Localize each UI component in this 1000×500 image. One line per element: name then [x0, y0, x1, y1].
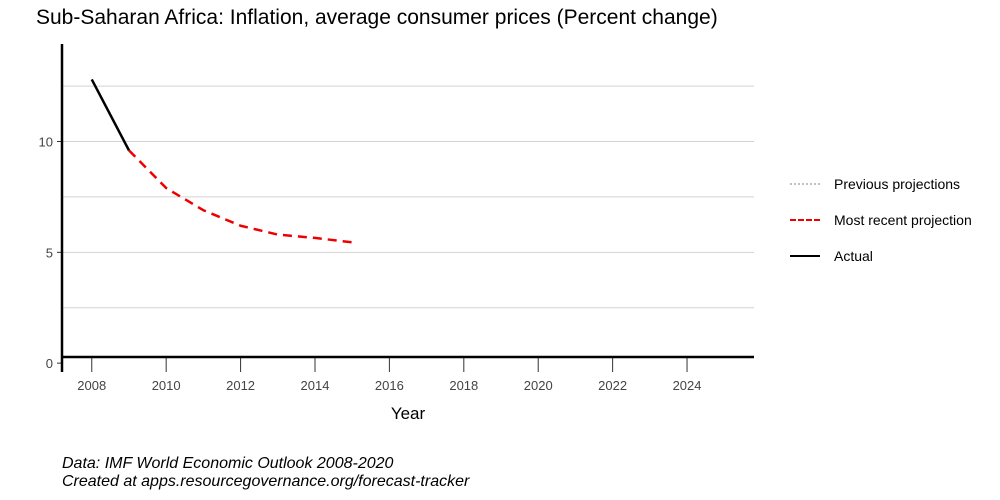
x-tick-label-2020: 2020	[524, 378, 553, 393]
y-tick-label-5: 5	[46, 245, 53, 260]
x-tick-label-2010: 2010	[152, 378, 181, 393]
series-line-actual	[90, 78, 131, 151]
chart-title: Sub-Saharan Africa: Inflation, average c…	[36, 6, 718, 29]
x-tick-label-2024: 2024	[673, 378, 702, 393]
legend-key-dashed	[790, 219, 820, 221]
x-tick-label-2018: 2018	[449, 378, 478, 393]
y-axis-ticks: 0 5 10	[39, 135, 62, 371]
caption-data-source: Data: IMF World Economic Outlook 2008-20…	[62, 455, 394, 472]
caption-created-at: Created at apps.resourcegovernance.org/f…	[62, 473, 470, 490]
x-tick-label-2016: 2016	[375, 378, 404, 393]
legend: Previous projections Most recent project…	[790, 166, 972, 274]
x-axis-ticks: 2008 2010 2012 2014 2016 2018 2020 2022 2024	[77, 357, 701, 393]
y-tick-label-10: 10	[39, 135, 53, 150]
legend-item-actual: Actual	[790, 238, 972, 274]
y-tick-label-0: 0	[46, 356, 53, 371]
x-axis-title: Year	[391, 404, 426, 423]
x-tick-label-2022: 2022	[598, 378, 627, 393]
legend-label-most-recent-projection: Most recent projection	[834, 212, 972, 228]
x-tick-label-2012: 2012	[226, 378, 255, 393]
legend-item-previous-projections: Previous projections	[790, 166, 972, 202]
legend-label-actual: Actual	[834, 248, 873, 264]
legend-key-dotted	[790, 183, 820, 185]
legend-key-solid	[790, 255, 820, 257]
chart-caption: Data: IMF World Economic Outlook 2008-20…	[62, 455, 469, 491]
x-tick-label-2014: 2014	[301, 378, 330, 393]
x-tick-label-2008: 2008	[77, 378, 106, 393]
series-lines	[90, 78, 353, 244]
series-line-most-recent-projection	[128, 149, 353, 244]
grid-lines	[62, 85, 754, 309]
legend-item-most-recent-projection: Most recent projection	[790, 202, 972, 238]
legend-label-previous-projections: Previous projections	[834, 176, 961, 192]
